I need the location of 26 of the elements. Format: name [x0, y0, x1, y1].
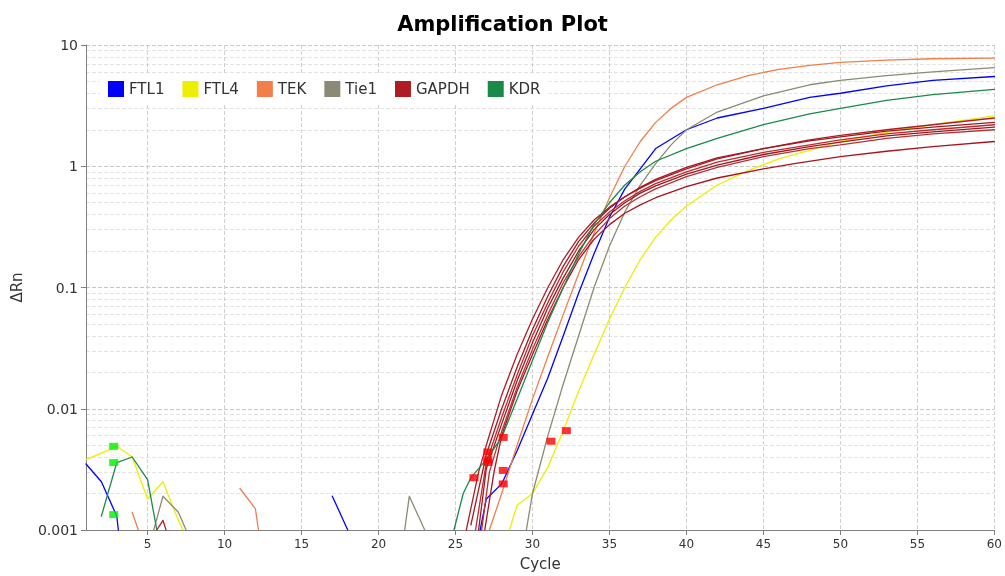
x-tick-label: 45	[755, 537, 772, 551]
legend-label: FTL4	[203, 80, 239, 98]
x-tick-label: 40	[678, 537, 695, 551]
x-tick-label: 50	[832, 537, 849, 551]
x-tick-label: 25	[447, 537, 464, 551]
x-tick-label: 55	[909, 537, 926, 551]
x-tick-label: 15	[293, 537, 310, 551]
y-axis-title: ΔRn	[7, 272, 26, 303]
y-tick-label: 0.001	[37, 522, 78, 538]
legend-label: FTL1	[129, 80, 165, 98]
y-tick-label: 0.01	[46, 400, 78, 417]
legend-label: TEK	[276, 80, 308, 98]
x-tick-label: 30	[524, 537, 541, 551]
y-tick-label: 10	[60, 37, 78, 53]
chart-title: Amplification Plot	[397, 11, 608, 36]
x-tick-label: 35	[601, 537, 618, 551]
legend-label: KDR	[508, 80, 541, 98]
x-tick-label: 60	[986, 537, 1003, 551]
legend-label: GAPDH	[415, 80, 470, 98]
y-tick-label: 1	[69, 158, 78, 175]
x-tick-label: 5	[143, 537, 152, 551]
y-tick-label: 0.1	[55, 279, 78, 296]
x-tick-label: 10	[216, 537, 233, 551]
legend-label: Tie1	[344, 80, 377, 98]
x-tick-label: 20	[370, 537, 387, 551]
x-axis-title: Cycle	[519, 554, 561, 573]
